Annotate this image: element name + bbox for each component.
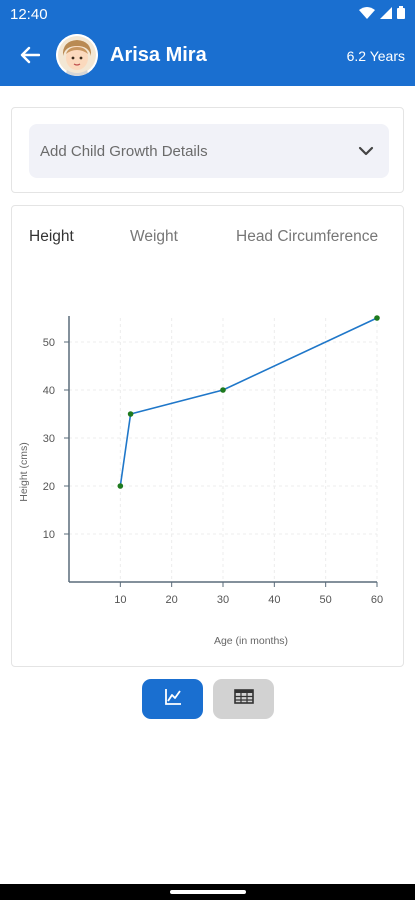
x-tick-label: 60: [371, 594, 383, 606]
y-tick-label: 30: [43, 433, 55, 445]
table-icon: [233, 689, 254, 709]
x-axis-title: Age (in months): [214, 635, 288, 647]
system-nav-bar: [0, 884, 415, 900]
add-details-card: Add Child Growth Details: [11, 107, 404, 193]
child-age: 6.2 Years: [346, 48, 405, 64]
status-bar: 12:40: [0, 0, 415, 28]
arrow-back-icon: [20, 46, 41, 69]
y-tick-label: 20: [43, 481, 55, 493]
graph-view-button[interactable]: [142, 679, 203, 719]
battery-icon: [397, 6, 405, 19]
tab-height[interactable]: Height: [29, 228, 74, 245]
table-view-button[interactable]: [213, 679, 274, 719]
measurement-tabs: Height Weight Head Circumference: [12, 228, 405, 252]
x-tick-label: 30: [217, 594, 229, 606]
app-bar: 12:40: [0, 0, 415, 86]
x-tick-label: 50: [320, 594, 332, 606]
wifi-icon: [359, 6, 375, 19]
status-time: 12:40: [10, 6, 48, 23]
height-growth-chart: 10 20 30 40 50 60 10 20 30 40 50 Age (in months) Hei…: [18, 315, 383, 647]
home-handle[interactable]: [170, 890, 246, 894]
x-tick-label: 40: [268, 594, 280, 606]
data-point: [374, 315, 380, 321]
tab-head-circumference[interactable]: Head Circumference: [236, 228, 379, 245]
height-series-line: [119, 317, 378, 487]
toolbar: Arisa Mira 6.2 Years: [0, 28, 415, 86]
tab-weight[interactable]: Weight: [130, 228, 178, 245]
growth-chart-card: Height Weight Head Circumference 10 20 30 4…: [11, 205, 404, 667]
data-point: [117, 483, 124, 489]
chevron-down-icon: [357, 142, 375, 165]
child-name: Arisa Mira: [110, 44, 207, 66]
y-axis-title: Height (cms): [18, 442, 30, 502]
x-tick-label: 10: [114, 594, 126, 606]
data-point: [220, 387, 226, 393]
signal-icon: [380, 6, 392, 19]
avatar: [56, 34, 98, 76]
add-growth-details-label: Add Child Growth Details: [40, 143, 208, 160]
line-chart-icon: [164, 688, 182, 711]
add-growth-details-dropdown[interactable]: Add Child Growth Details: [29, 124, 389, 178]
back-button[interactable]: [14, 42, 46, 72]
y-tick-label: 40: [43, 385, 55, 397]
view-toggle: [142, 679, 276, 721]
y-tick-label: 50: [43, 337, 55, 349]
status-icons: [359, 6, 405, 19]
child-avatar-icon: [56, 34, 98, 76]
x-tick-label: 20: [166, 594, 178, 606]
data-point: [127, 411, 134, 417]
y-tick-label: 10: [43, 529, 55, 541]
